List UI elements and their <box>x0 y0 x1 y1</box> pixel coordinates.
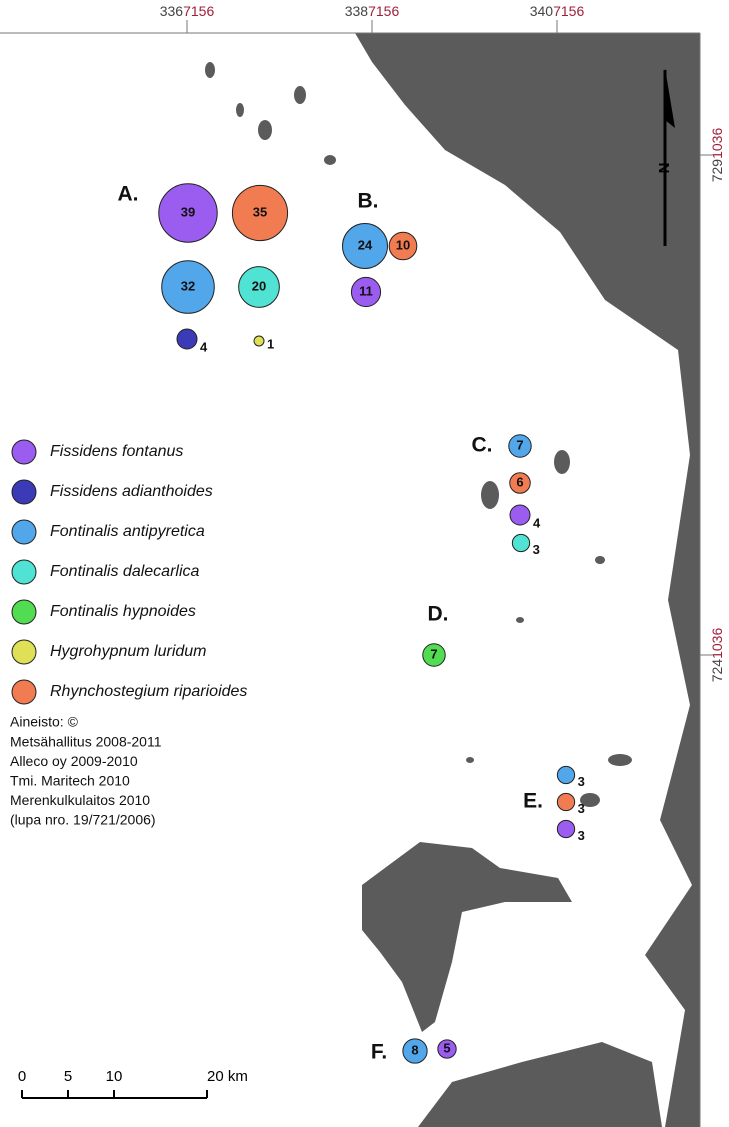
record-circle <box>556 819 576 839</box>
record-count: 35 <box>253 204 267 219</box>
credit-line: Merenkulkulaitos 2010 <box>10 792 150 808</box>
record-count: 7 <box>516 437 523 452</box>
grid-minor: 1036 <box>709 128 725 159</box>
site-label: C. <box>472 434 493 457</box>
record-count: 20 <box>252 278 266 293</box>
scale-label: 0 <box>18 1068 26 1085</box>
record-circle <box>342 223 388 269</box>
grid-major: 338 <box>345 3 369 19</box>
grid-minor: 7156 <box>183 3 214 19</box>
legend-label: Fontinalis antipyretica <box>50 523 205 540</box>
record-count: 7 <box>430 646 437 661</box>
record-count: 8 <box>411 1042 418 1057</box>
grid-label: 3387156 <box>345 3 400 19</box>
record-count: 32 <box>181 278 195 293</box>
record-count: 3 <box>533 542 540 557</box>
record-circle <box>509 504 531 526</box>
legend-swatch <box>11 479 37 505</box>
credit-line: Aineisto: © <box>10 714 79 730</box>
legend-label: Fissidens fontanus <box>50 443 183 460</box>
record-count: 5 <box>443 1040 450 1055</box>
record-circle <box>253 335 265 347</box>
legend-swatch <box>11 679 37 705</box>
grid-minor: 7156 <box>368 3 399 19</box>
legend-label: Rhynchostegium riparioides <box>50 683 247 700</box>
legend-swatch <box>11 639 37 665</box>
record-count: 4 <box>533 515 541 530</box>
record-count: 1 <box>267 336 274 351</box>
grid-major: 336 <box>160 3 184 19</box>
record-count: 24 <box>358 237 373 252</box>
grid-label: 7291036 <box>709 128 725 183</box>
legend-swatch <box>11 519 37 545</box>
grid-label: 3407156 <box>530 3 585 19</box>
credit-line: Alleco oy 2009-2010 <box>10 753 138 769</box>
record-circle <box>556 792 576 812</box>
record-count: 6 <box>516 474 523 489</box>
grid-label: 3367156 <box>160 3 215 19</box>
record-count: 3 <box>578 774 585 789</box>
legend-label: Fontinalis dalecarlica <box>50 563 200 580</box>
record-circle <box>422 643 446 667</box>
grid-minor: 7156 <box>553 3 584 19</box>
legend-label: Hygrohypnum luridum <box>50 643 207 660</box>
site-label: E. <box>523 790 543 813</box>
legend-swatch <box>11 439 37 465</box>
credit-line: (lupa nro. 19/721/2006) <box>10 812 156 828</box>
site-label: A. <box>118 183 139 206</box>
grid-major: 340 <box>530 3 554 19</box>
grid-major: 729 <box>709 159 725 183</box>
legend-swatch <box>11 599 37 625</box>
record-count: 4 <box>200 339 208 354</box>
record-count: 3 <box>578 828 585 843</box>
record-count: 11 <box>359 283 373 298</box>
record-circle <box>508 434 532 458</box>
record-count: 3 <box>578 801 585 816</box>
record-circle <box>158 183 218 243</box>
record-circle <box>388 231 418 261</box>
record-circle <box>511 533 531 553</box>
credit-line: Tmi. Maritech 2010 <box>10 773 130 789</box>
north-label: N <box>656 163 673 174</box>
grid-major: 724 <box>709 659 725 683</box>
site-label: F. <box>371 1041 387 1064</box>
credit-line: Metsähallitus 2008-2011 <box>10 733 162 749</box>
grid-minor: 1036 <box>709 628 725 659</box>
record-circle <box>238 266 280 308</box>
scale-label: 20 km <box>207 1068 248 1085</box>
site-label: D. <box>428 603 449 626</box>
scale-label: 10 <box>106 1068 123 1085</box>
record-circle <box>176 328 198 350</box>
record-count: 39 <box>181 204 195 219</box>
record-circle <box>556 765 576 785</box>
record-count: 10 <box>396 237 410 252</box>
legend-swatch <box>11 559 37 585</box>
record-circle <box>402 1038 428 1064</box>
scale-label: 5 <box>64 1068 72 1085</box>
record-circle <box>437 1039 457 1059</box>
site-label: B. <box>358 190 379 213</box>
record-circle <box>350 276 382 308</box>
record-circle <box>509 472 531 494</box>
record-circle <box>231 184 289 242</box>
legend-label: Fissidens adianthoides <box>50 483 213 500</box>
grid-label: 7241036 <box>709 628 725 683</box>
record-circle <box>161 260 215 314</box>
north-arrow <box>663 68 675 246</box>
legend-label: Fontinalis hypnoides <box>50 603 196 620</box>
